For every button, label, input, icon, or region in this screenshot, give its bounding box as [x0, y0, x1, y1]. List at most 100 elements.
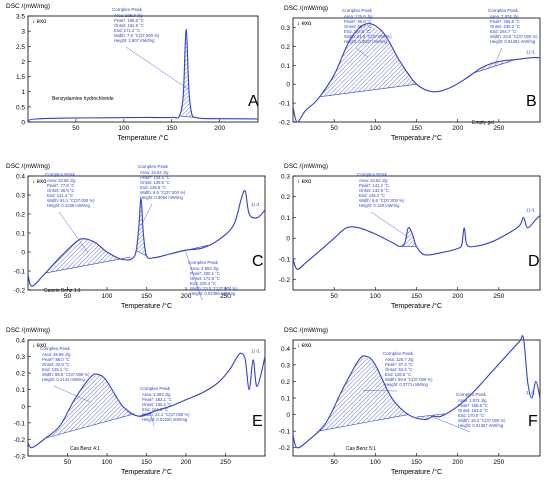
peak-area — [45, 239, 131, 274]
y-tick-label: -0.2 — [279, 277, 291, 284]
x-tick-label: 200 — [181, 459, 192, 466]
peak-annotation-line: End: 171.2 °C — [114, 28, 140, 33]
peak-annotation-line: Onset: 52.6 °C — [385, 367, 413, 372]
sample-label: Casein Benz 1:1 — [44, 288, 81, 294]
x-tick-label: 150 — [141, 293, 152, 300]
y-tick-label: 0.1 — [281, 215, 290, 222]
peak-annotation-line: Width: 6.5 °C(37.000 %) — [140, 190, 186, 195]
x-tick-label: 250 — [493, 293, 504, 300]
y-tick-label: 0.3 — [16, 354, 25, 361]
x-tick-label: 250 — [220, 459, 231, 466]
peak-annotation-line: Area: 105.3 J/g — [114, 13, 143, 18]
y-tick-label: 0 — [286, 236, 290, 243]
peak-leader-line — [150, 412, 155, 427]
curve-end-label: 1) /1 — [526, 207, 536, 212]
peak-annotation-line: End: 170.0 °C — [458, 413, 484, 418]
peak-area — [319, 24, 417, 97]
x-tick-label: 50 — [72, 125, 80, 132]
peak-annotation-line: Width: 59.9 °C(37.000 %) — [385, 377, 433, 382]
peak-annotation-line: Onset: 32.9 °C — [42, 362, 70, 367]
y-axis-label: DSC /(mW/mg) — [284, 327, 328, 334]
y-tick-label: 0.4 — [281, 346, 290, 353]
x-axis-label: Temperature /°C — [391, 134, 442, 142]
peak-annotation-line: Area: 10.62 J/g — [359, 178, 388, 183]
y-tick-label: -0.2 — [14, 437, 26, 444]
x-tick-label: 150 — [411, 125, 422, 132]
y-tick-label: -0.3 — [14, 454, 26, 461]
panel-letter: C — [252, 253, 264, 270]
y-tick-label: -0.1 — [14, 269, 26, 276]
exo-label: ↓ exo — [32, 19, 47, 25]
y-tick-label: 0.2 — [16, 212, 25, 219]
y-tick-label: 3.5 — [16, 14, 25, 21]
sample-label: Empty gel — [472, 120, 494, 126]
peak-annotation-line: Peak*: 166.5 °C — [458, 403, 488, 408]
peak-annotation-line: Peak*: 255.5 °C — [490, 19, 520, 24]
peak-annotation-title: Complex Peak — [188, 260, 219, 265]
peak-annotation-line: Peak*: 166.5 °C — [114, 18, 144, 23]
x-tick-label: 150 — [141, 459, 152, 466]
peak-baseline — [135, 250, 147, 257]
y-tick-label: -0.2 — [279, 445, 291, 452]
panel-letter: B — [526, 93, 537, 110]
peak-annotation-line: Onset: 155.1 °C — [142, 402, 172, 407]
y-tick-label: 0 — [286, 412, 290, 419]
x-axis-label: Temperature /°C — [121, 302, 172, 310]
dsc-curve — [292, 335, 541, 449]
peak-annotation-line: End: 164.6 °C — [142, 407, 168, 412]
y-tick-label: 0.1 — [281, 396, 290, 403]
peak-annotation-line: Peak*: 162.1 °C — [142, 397, 172, 402]
peak-annotation-title: Complex Peak — [342, 8, 373, 13]
peak-area — [45, 374, 135, 439]
x-tick-label: 150 — [166, 125, 177, 132]
peak-annotation-line: Area: 1.971 J/g — [458, 398, 487, 403]
peak-annotation-line: Area: 2.863 J/g — [190, 266, 219, 271]
x-tick-label: 100 — [370, 459, 381, 466]
curve-end-label: 1) /1 — [526, 50, 536, 55]
y-tick-label: 0.5 — [16, 104, 25, 111]
x-axis-label: Temperature /°C — [391, 468, 442, 476]
peak-baseline — [45, 256, 131, 274]
dsc-curve — [27, 189, 266, 287]
peak-baseline — [319, 83, 417, 98]
y-tick-label: 0.4 — [16, 174, 25, 181]
x-axis-label: Temperature /°C — [391, 302, 442, 310]
exo-label: ↓ exo — [32, 343, 47, 349]
x-tick-label: 200 — [181, 293, 192, 300]
y-tick-label: 0 — [286, 82, 290, 89]
peak-annotation-title: Complex Peak — [45, 172, 76, 177]
y-tick-label: 1.5 — [16, 74, 25, 81]
exo-label: ↓ exo — [297, 179, 312, 185]
peak-baseline — [45, 413, 135, 439]
y-tick-label: 0.2 — [281, 194, 290, 201]
peak-annotation-line: End: 145.5 °C — [140, 185, 166, 190]
x-tick-label: 50 — [331, 459, 339, 466]
y-tick-label: 0 — [21, 250, 25, 257]
x-tick-label: 100 — [370, 293, 381, 300]
peak-annotation-line: Height: 0.01367 mW/mg — [458, 423, 504, 428]
dsc-curve — [292, 23, 541, 123]
peak-annotation-line: Height: 2.907 mW/mg — [114, 38, 155, 43]
peak-leader-line — [185, 250, 203, 301]
peak-annotation-line: Width: 61.9 °C(37.000 %) — [344, 34, 392, 39]
peak-annotation-line: Onset: 46.7 °C — [344, 24, 372, 29]
y-tick-label: 3 — [21, 29, 25, 36]
y-tick-label: -0.1 — [279, 429, 291, 436]
x-axis-label: Temperature /°C — [117, 134, 168, 142]
x-tick-label: 150 — [411, 459, 422, 466]
panel-D: DSC /(mW/mg) ↓ exo -0.2 -0.1 0 0.1 0.2 0.3 50 100… — [279, 163, 541, 310]
curve-end-label: 1) /1 — [251, 349, 261, 354]
y-tick-label: -0.1 — [279, 101, 291, 108]
peak-annotation-line: End: 126.6 °C — [385, 372, 411, 377]
y-tick-label: 0.2 — [281, 379, 290, 386]
sample-label: Cas Benz 4:1 — [70, 446, 100, 452]
peak-annotation-line: Area: 7.974 J/g — [490, 14, 519, 19]
panel-letter: A — [248, 93, 259, 110]
y-tick-label: -0.2 — [279, 120, 291, 127]
peak-baseline — [474, 59, 516, 74]
peak-annotation-line: Height: 0.02399 mW/mg — [190, 291, 236, 296]
peak-leader-line — [430, 416, 471, 433]
x-tick-label: 200 — [452, 293, 463, 300]
peak-annotation-line: Height: 0.1036 mW/mg — [47, 203, 90, 208]
exo-label: ↓ exo — [297, 343, 312, 349]
